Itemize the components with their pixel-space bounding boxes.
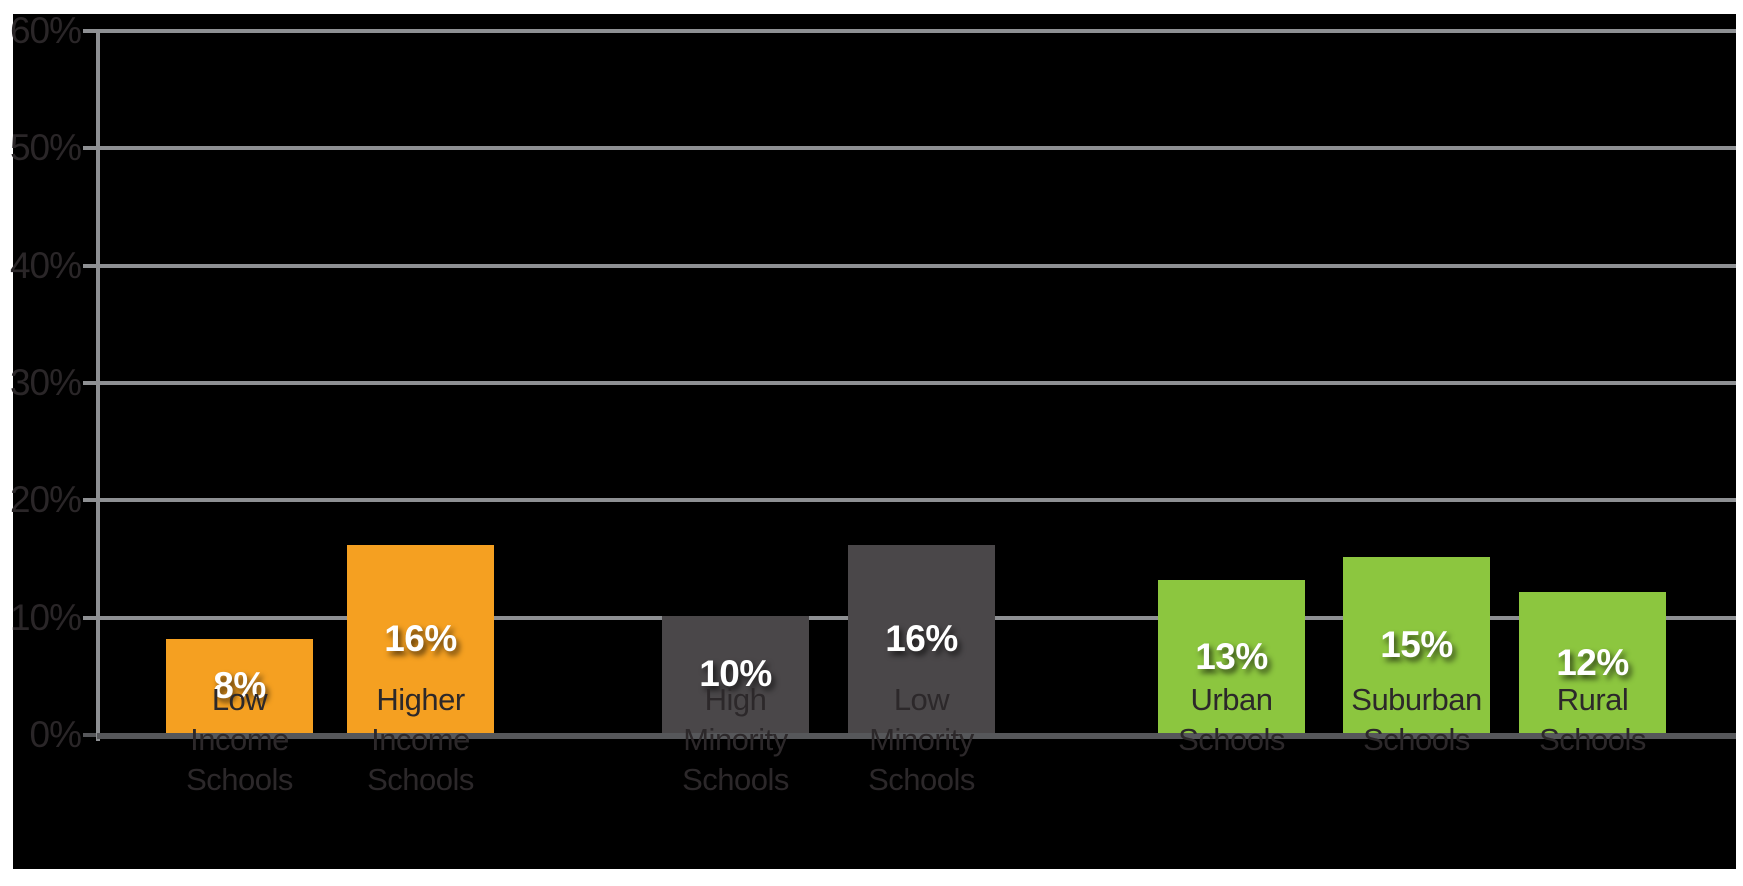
y-tick-10	[83, 615, 97, 620]
bar-low-income-schools: 8%	[166, 639, 313, 733]
bar-value-label: 8%	[213, 665, 266, 707]
bar-higher-income-schools: 16%	[347, 545, 494, 733]
bar-category-label: Urban Schools	[1178, 682, 1285, 757]
bar-value-label: 10%	[699, 653, 772, 695]
y-tick-60	[83, 29, 97, 33]
gridline-50	[97, 146, 1736, 151]
bar-category-label: High Minority Schools	[682, 682, 789, 797]
bar-low-minority-schools: 16%	[848, 545, 995, 733]
bar-category-label: Low Minority Schools	[868, 682, 975, 797]
gridline-60	[97, 29, 1736, 33]
gridline-20	[97, 498, 1736, 503]
bar-value-label: 13%	[1195, 635, 1268, 677]
bar-category-label: Rural Schools	[1539, 682, 1646, 757]
bar-rural-schools: 12%	[1519, 592, 1666, 733]
bar-value-label: 12%	[1556, 641, 1629, 683]
bar-value-label: 16%	[384, 618, 457, 660]
y-tick-label-40: 40%	[9, 244, 82, 286]
y-tick-label-30: 30%	[9, 362, 82, 403]
bar-category-label: Higher Income Schools	[367, 682, 474, 797]
y-tick-label-50: 50%	[9, 127, 82, 169]
y-tick-40	[83, 263, 97, 268]
bar-value-label: 16%	[885, 618, 958, 660]
bar-suburban-schools: 15%	[1343, 557, 1490, 733]
bar-category-label: Low Income Schools	[186, 682, 293, 797]
bar-category-label: Suburban Schools	[1351, 682, 1482, 757]
bar-high-minority-schools: 10%	[662, 615, 809, 733]
bar-urban-schools: 13%	[1158, 580, 1305, 733]
y-axis-line	[96, 29, 100, 741]
y-tick-0	[83, 733, 97, 737]
bar-value-label: 15%	[1380, 624, 1453, 665]
gridline-30	[97, 381, 1736, 385]
y-tick-label-10: 10%	[9, 596, 82, 638]
y-tick-label-20: 20%	[9, 479, 82, 521]
y-tick-label-60: 60%	[9, 10, 82, 51]
x-axis-line	[97, 733, 1736, 739]
gridline-40	[97, 263, 1736, 268]
y-tick-50	[83, 146, 97, 151]
y-tick-30	[83, 381, 97, 385]
y-tick-20	[83, 498, 97, 503]
y-tick-label-0: 0%	[29, 714, 82, 755]
